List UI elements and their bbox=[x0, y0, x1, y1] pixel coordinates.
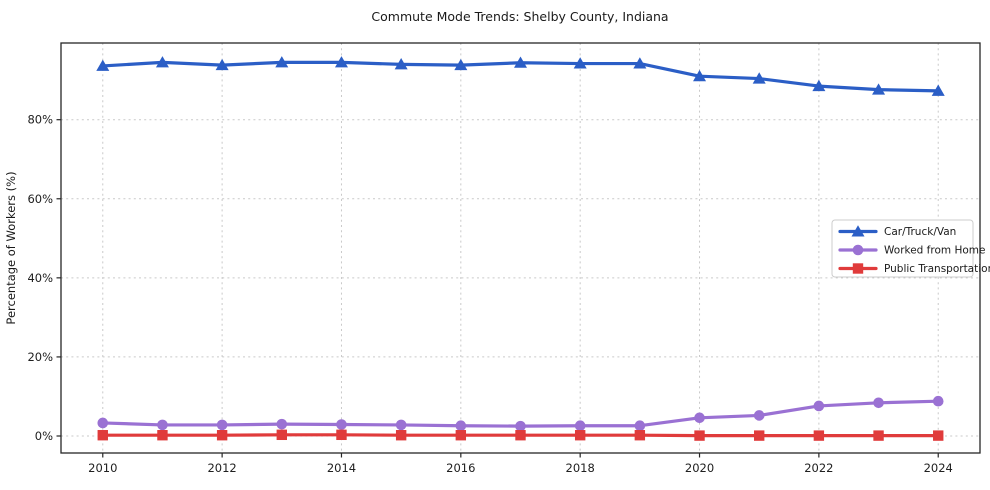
marker-worked-from-home bbox=[157, 419, 168, 431]
legend-marker-square bbox=[852, 263, 864, 274]
legend-item-worked-from-home: Worked from Home bbox=[838, 244, 985, 257]
marker-car-truck-van bbox=[752, 72, 766, 84]
marker-public-transportation bbox=[694, 430, 705, 441]
x-tick-label: 2014 bbox=[327, 461, 356, 475]
marker-worked-from-home bbox=[216, 419, 228, 431]
legend: Car/Truck/Van Worked from Home Public Tran… bbox=[831, 219, 990, 278]
marker-worked-from-home bbox=[336, 419, 347, 430]
marker-worked-from-home bbox=[574, 420, 586, 432]
marker-car-truck-van bbox=[931, 84, 945, 96]
marker-public-transportation bbox=[873, 430, 884, 441]
marker-public-transportation bbox=[634, 430, 646, 441]
marker-public-transportation bbox=[336, 429, 347, 441]
marker-worked-from-home bbox=[873, 397, 884, 409]
marker-public-transportation bbox=[933, 430, 944, 441]
marker-worked-from-home bbox=[634, 420, 646, 432]
marker-car-truck-van bbox=[633, 57, 647, 69]
marker-public-transportation bbox=[276, 429, 287, 441]
x-tick-label: 2012 bbox=[207, 461, 236, 475]
axes-layer: 2010 2012 2014 2016 2018 2020 2022 2024 0% 20% 40%… bbox=[27, 42, 981, 475]
y-tick-label: 80% bbox=[27, 113, 53, 127]
plot-border bbox=[60, 42, 981, 454]
x-tick-label: 2010 bbox=[88, 461, 117, 475]
legend-label: Worked from Home bbox=[884, 245, 985, 257]
y-tick-label: 20% bbox=[27, 350, 53, 364]
marker-car-truck-van bbox=[514, 56, 527, 68]
x-tick-label: 2022 bbox=[804, 461, 833, 475]
x-tick-label: 2018 bbox=[566, 461, 595, 475]
y-tick-label: 40% bbox=[27, 271, 53, 285]
marker-public-transportation bbox=[97, 430, 108, 441]
marker-car-truck-van bbox=[812, 79, 826, 92]
marker-car-truck-van bbox=[215, 58, 229, 71]
legend-marker-triangle bbox=[851, 225, 865, 237]
y-tick-label: 60% bbox=[27, 192, 53, 206]
y-axis-label: Percentage of Workers (%) bbox=[4, 171, 18, 324]
x-tick-label: 2016 bbox=[446, 461, 475, 475]
marker-car-truck-van bbox=[693, 69, 707, 82]
chart-title: Commute Mode Trends: Shelby County, Indi… bbox=[371, 9, 668, 24]
y-tick-label: 0% bbox=[35, 429, 53, 443]
marker-worked-from-home bbox=[455, 420, 467, 432]
marker-public-transportation bbox=[395, 430, 407, 441]
legend-label: Car/Truck/Van bbox=[884, 226, 956, 238]
marker-worked-from-home bbox=[97, 417, 109, 429]
marker-public-transportation bbox=[813, 430, 825, 441]
marker-car-truck-van bbox=[275, 56, 289, 68]
marker-worked-from-home bbox=[932, 395, 944, 407]
marker-car-truck-van bbox=[454, 58, 468, 71]
marker-public-transportation bbox=[515, 430, 526, 441]
marker-worked-from-home bbox=[694, 412, 705, 424]
legend-item-car-truck-van: Car/Truck/Van bbox=[838, 225, 956, 238]
marker-worked-from-home bbox=[813, 400, 825, 412]
marker-public-transportation bbox=[574, 430, 586, 441]
marker-worked-from-home bbox=[276, 418, 288, 430]
marker-public-transportation bbox=[455, 430, 467, 441]
marker-car-truck-van bbox=[573, 57, 587, 69]
marker-car-truck-van bbox=[872, 83, 886, 95]
marker-car-truck-van bbox=[155, 56, 169, 68]
marker-worked-from-home bbox=[753, 410, 765, 421]
legend-item-public-transportation: Public Transportation bbox=[838, 263, 990, 275]
marker-worked-from-home bbox=[395, 419, 407, 431]
series-layer bbox=[96, 56, 945, 441]
legend-marker-circle bbox=[852, 244, 864, 256]
x-tick-label: 2024 bbox=[924, 461, 953, 475]
legend-label: Public Transportation bbox=[884, 263, 990, 275]
marker-public-transportation bbox=[754, 430, 765, 441]
marker-worked-from-home bbox=[515, 420, 526, 432]
marker-public-transportation bbox=[216, 430, 228, 441]
marker-public-transportation bbox=[157, 430, 168, 441]
marker-car-truck-van bbox=[394, 58, 408, 70]
marker-car-truck-van bbox=[334, 56, 348, 68]
marker-car-truck-van bbox=[96, 59, 110, 71]
x-tick-label: 2020 bbox=[685, 461, 714, 475]
legend-box bbox=[831, 219, 974, 278]
